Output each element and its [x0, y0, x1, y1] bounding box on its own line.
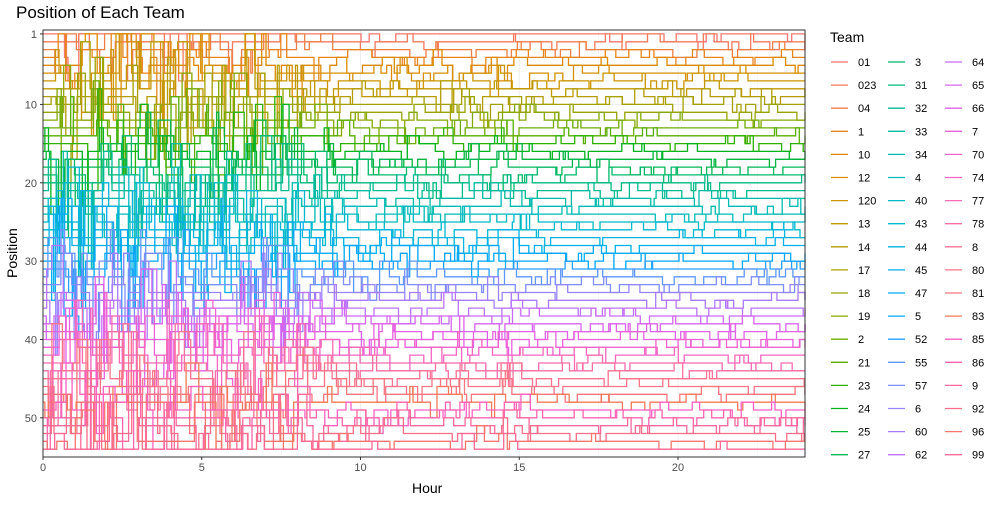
legend-label-52: 52: [915, 334, 927, 346]
legend-label-18: 18: [858, 288, 870, 300]
legend-label-70: 70: [972, 149, 984, 161]
y-tick-label: 10: [25, 99, 37, 111]
series-lines: [43, 33, 806, 450]
series-line-85: [43, 362, 805, 450]
legend-label-57: 57: [915, 380, 927, 392]
legend: 01 023 04 1 10 12 120 13 14 17 18 19 2 21 23 24 25 27 3 31 3…: [831, 57, 984, 462]
legend-label-120: 120: [858, 196, 876, 208]
legend-label-92: 92: [972, 404, 984, 416]
series-line-70: [43, 291, 806, 395]
series-line-17: [43, 41, 805, 153]
legend-label-45: 45: [915, 265, 927, 277]
series-line-27: [43, 111, 805, 223]
y-tick-label: 1: [31, 29, 37, 41]
series-line-62: [43, 244, 805, 348]
legend-label-81: 81: [972, 288, 984, 300]
series-line-25: [43, 111, 805, 215]
legend-label-80: 80: [972, 265, 984, 277]
legend-label-10: 10: [858, 149, 870, 161]
legend-label-5: 5: [915, 311, 921, 323]
legend-label-44: 44: [915, 242, 927, 254]
legend-label-1: 1: [858, 126, 864, 138]
legend-label-9: 9: [972, 380, 978, 392]
legend-label-6: 6: [915, 404, 921, 416]
legend-label-14: 14: [858, 242, 870, 254]
legend-label-2: 2: [858, 334, 864, 346]
series-line-55: [43, 229, 805, 341]
legend-label-43: 43: [915, 219, 927, 231]
legend-label-65: 65: [972, 80, 984, 92]
legend-label-96: 96: [972, 427, 984, 439]
series-line-19: [43, 72, 805, 184]
x-tick-label: 5: [199, 462, 205, 474]
legend-label-04: 04: [858, 103, 870, 115]
x-axis-ticks: 0 5 10 15 20: [40, 457, 684, 474]
legend-label-40: 40: [915, 196, 927, 208]
series-line-65: [43, 268, 806, 364]
legend-label-3: 3: [915, 57, 921, 69]
series-line-9: [43, 385, 806, 450]
series-line-78: [43, 323, 805, 427]
legend-label-01: 01: [858, 57, 870, 69]
x-tick-label: 15: [513, 462, 525, 474]
legend-label-33: 33: [915, 126, 927, 138]
legend-label-83: 83: [972, 311, 984, 323]
legend-label-55: 55: [915, 357, 927, 369]
y-tick-label: 50: [25, 413, 37, 425]
legend-label-8: 8: [972, 242, 978, 254]
legend-label-32: 32: [915, 103, 927, 115]
legend-label-17: 17: [858, 265, 870, 277]
x-tick-label: 0: [40, 462, 46, 474]
legend-label-7: 7: [972, 126, 978, 138]
legend-label-25: 25: [858, 427, 870, 439]
legend-label-47: 47: [915, 288, 927, 300]
legend-label-31: 31: [915, 80, 927, 92]
legend-label-66: 66: [972, 103, 984, 115]
y-tick-label: 20: [25, 178, 37, 190]
legend-label-13: 13: [858, 219, 870, 231]
legend-label-62: 62: [915, 450, 927, 462]
x-tick-label: 20: [672, 462, 684, 474]
legend-label-24: 24: [858, 404, 870, 416]
legend-label-34: 34: [915, 149, 927, 161]
series-line-43: [43, 166, 805, 270]
x-tick-label: 10: [354, 462, 366, 474]
legend-label-21: 21: [858, 357, 870, 369]
legend-label-27: 27: [858, 450, 870, 462]
series-line-10: [43, 33, 805, 113]
legend-label-74: 74: [972, 173, 984, 185]
chart-title: Position of Each Team: [16, 3, 185, 22]
y-axis-ticks: 1 10 20 30 40 50: [25, 29, 43, 425]
series-line-83: [43, 362, 806, 450]
series-line-74: [43, 299, 805, 419]
legend-label-99: 99: [972, 450, 984, 462]
series-line-33: [43, 142, 805, 247]
series-line-60: [43, 252, 806, 348]
legend-label-023: 023: [858, 80, 876, 92]
series-line-96: [43, 393, 805, 450]
series-line-99: [43, 401, 805, 450]
legend-label-85: 85: [972, 334, 984, 346]
legend-label-23: 23: [858, 380, 870, 392]
plot-border: [42, 29, 806, 458]
series-line-5: [43, 197, 805, 317]
legend-label-4: 4: [915, 173, 921, 185]
y-tick-label: 30: [25, 256, 37, 268]
series-line-45: [43, 189, 805, 294]
legend-label-64: 64: [972, 57, 984, 69]
legend-title: Team: [830, 29, 865, 45]
legend-label-86: 86: [972, 357, 984, 369]
legend-label-12: 12: [858, 173, 870, 185]
y-tick-label: 40: [25, 334, 37, 346]
series-line-92: [43, 385, 805, 450]
legend-label-78: 78: [972, 219, 984, 231]
legend-label-19: 19: [858, 311, 870, 323]
legend-label-60: 60: [915, 427, 927, 439]
legend-label-77: 77: [972, 196, 984, 208]
